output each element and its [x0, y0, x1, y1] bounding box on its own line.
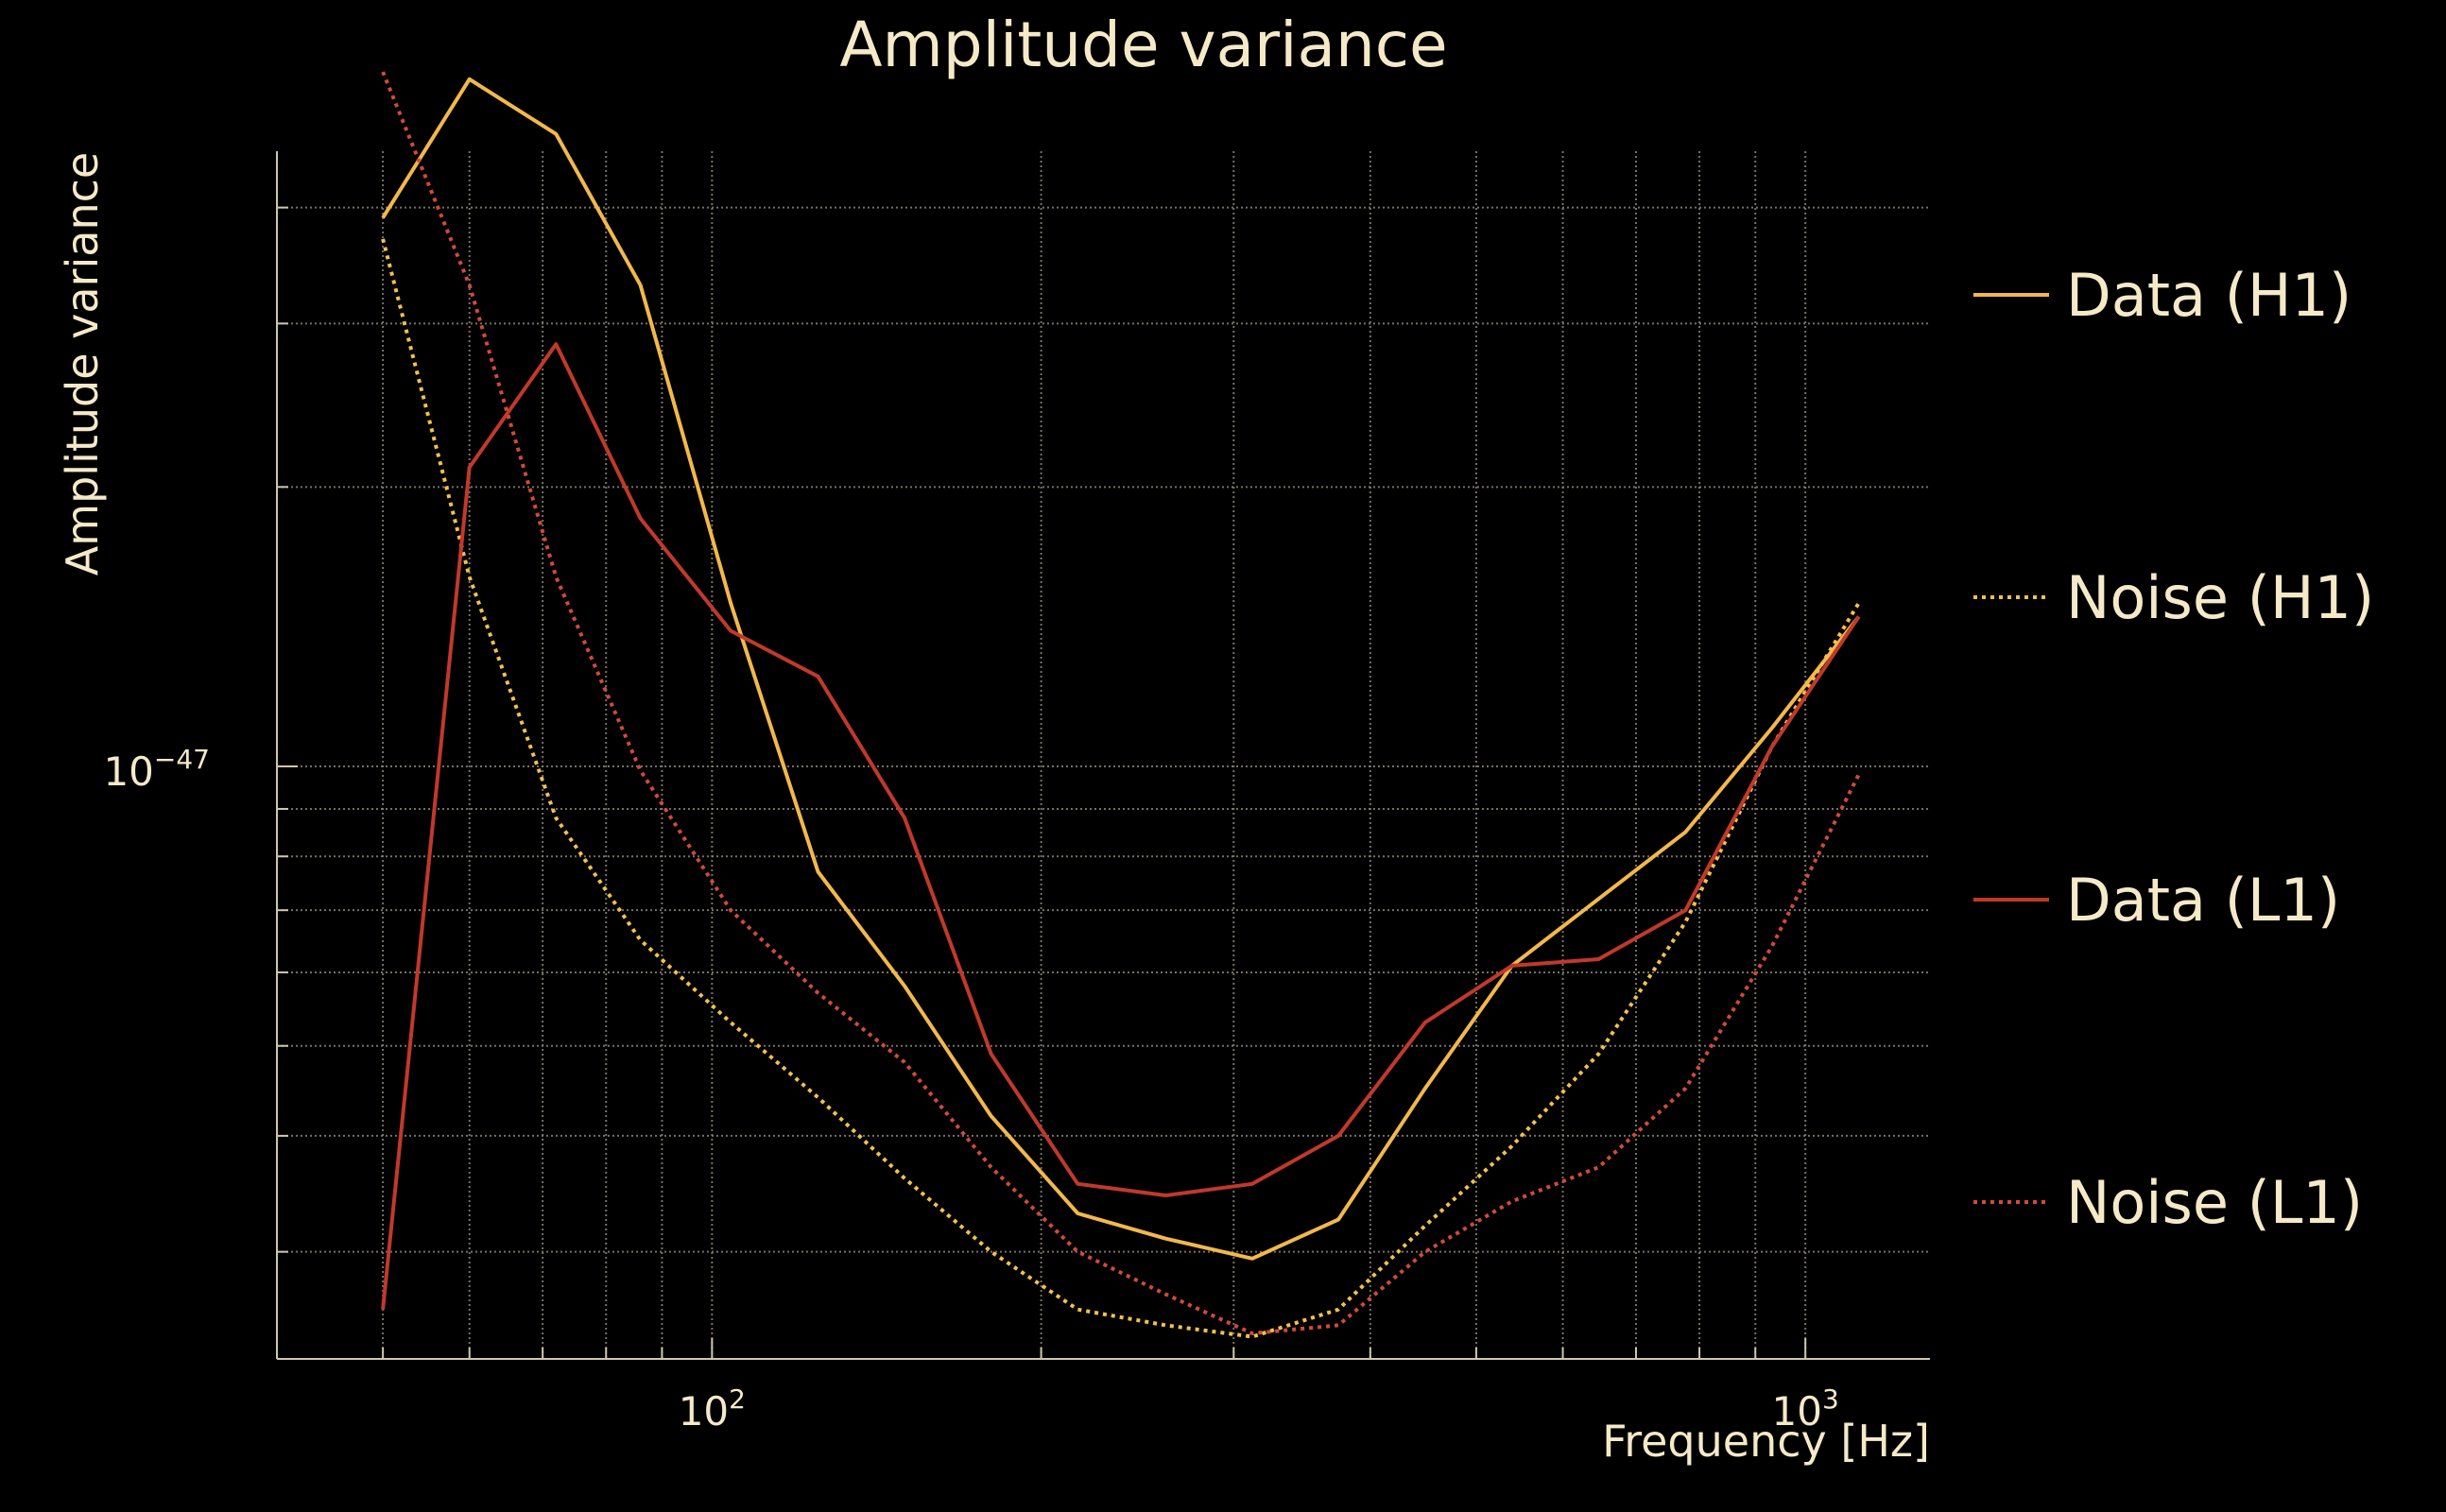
x-tick-label: 102 — [679, 1383, 746, 1435]
axes — [276, 151, 1930, 1360]
legend-label-noise-l1: Noise (L1) — [2066, 1168, 2363, 1237]
series-line-data-h1 — [381, 77, 1861, 1261]
legend-label-data-l1: Data (L1) — [2066, 866, 2340, 935]
grid — [276, 151, 1930, 1359]
legend-label-noise-h1: Noise (H1) — [2066, 563, 2374, 632]
y-axis-label: Amplitude variance — [57, 152, 108, 576]
legend-label-data-h1: Data (H1) — [2066, 261, 2351, 330]
legend: Data (H1) Noise (H1) Data (L1) Noise (L1) — [1973, 261, 2374, 1237]
series-line-noise-h1 — [381, 238, 1861, 1339]
x-axis-label: Frequency [Hz] — [1602, 1416, 1930, 1467]
x-tick-label: 103 — [1772, 1383, 1839, 1435]
series-line-data-l1 — [381, 342, 1861, 1310]
plot-area — [381, 71, 1861, 1339]
chart-title: Amplitude variance — [839, 9, 1447, 81]
y-tick-label: 10−47 — [103, 744, 210, 795]
tick-labels: 102 103 10−47 — [103, 744, 1838, 1435]
series-line-noise-l1 — [381, 71, 1861, 1335]
